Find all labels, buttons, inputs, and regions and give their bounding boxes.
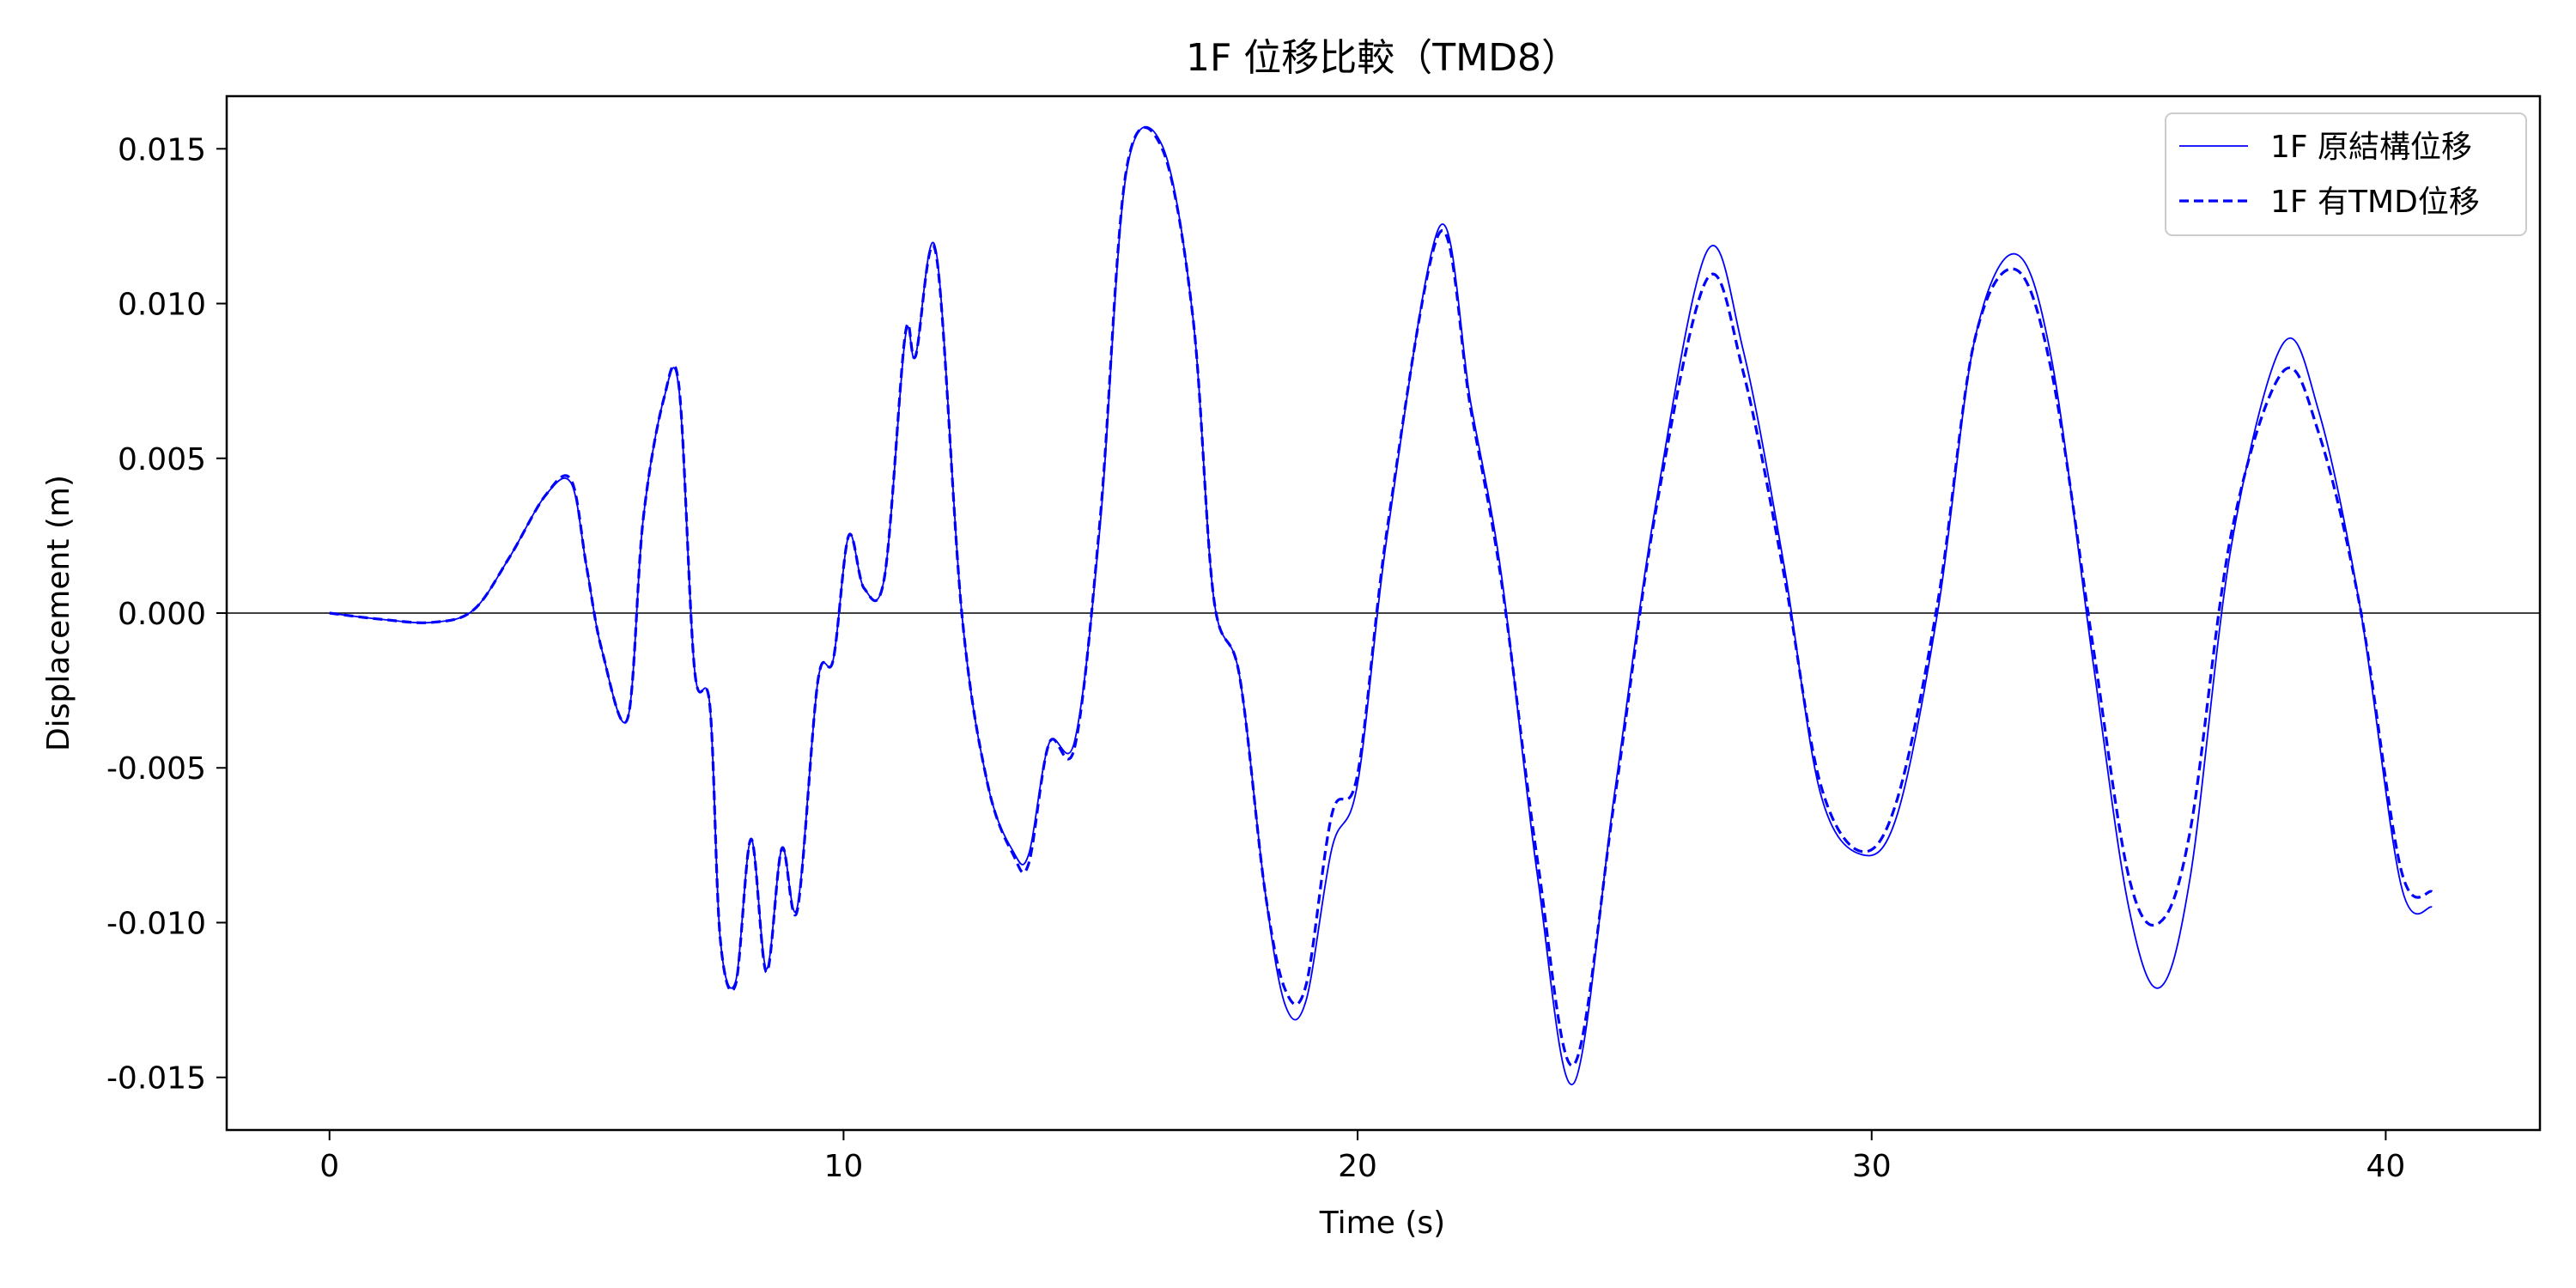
ticks: 0 10 20 30 40 -0.015 -0.010 -0.005 0.000 0.005 0.0…: [106, 132, 2405, 1184]
y-axis-label: Displacement (m): [41, 475, 76, 751]
x-axis-label: Time (s): [1319, 1206, 1445, 1241]
legend-label-1: 1F 原結構位移: [2270, 130, 2472, 165]
y-tick-label: 0.010: [118, 288, 206, 323]
x-tick-label: 30: [1852, 1149, 1892, 1184]
series-line-1: [329, 125, 2433, 1085]
series-line-2: [329, 125, 2433, 1067]
y-tick-label: -0.010: [106, 906, 206, 941]
y-tick-label: 0.015: [118, 132, 206, 167]
legend-box: [2165, 112, 2527, 236]
y-tick-label: -0.005: [106, 751, 206, 787]
x-tick-label: 20: [1338, 1149, 1377, 1184]
legend-label-2: 1F 有TMD位移: [2270, 185, 2480, 220]
legend: 1F 原結構位移 1F 有TMD位移: [2165, 112, 2527, 236]
x-tick-label: 40: [2366, 1149, 2405, 1184]
y-tick-label: 0.005: [118, 442, 206, 477]
y-tick-label: 0.000: [118, 597, 206, 632]
chart-title: 1F 位移比較（TMD8）: [1186, 36, 1579, 80]
series-lines: [329, 125, 2433, 1085]
y-tick-label: -0.015: [106, 1061, 206, 1097]
x-tick-label: 10: [823, 1149, 863, 1184]
x-tick-label: 0: [319, 1149, 339, 1184]
